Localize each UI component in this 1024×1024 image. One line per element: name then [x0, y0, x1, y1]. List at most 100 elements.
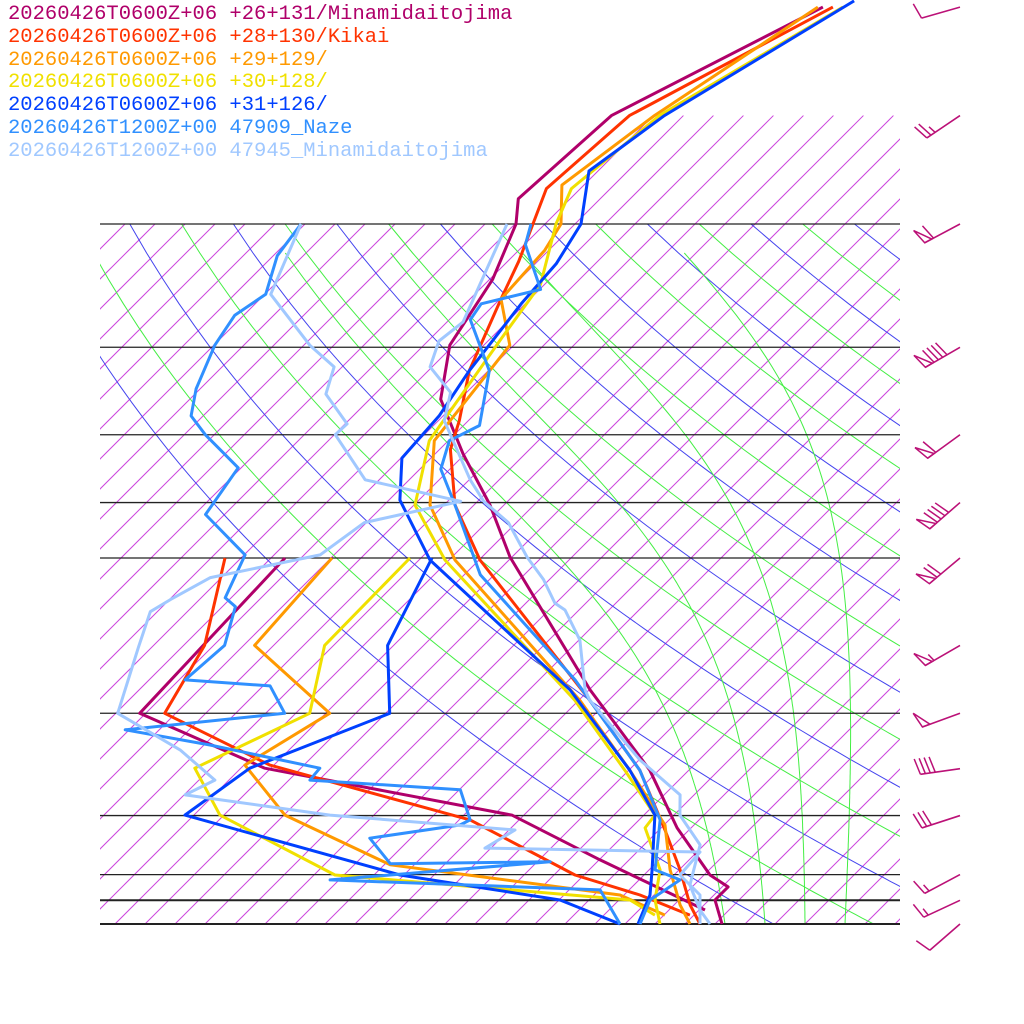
isotherm-line — [114, 138, 900, 925]
isotherm-line — [100, 223, 126, 250]
wind-barb-staff — [920, 767, 961, 776]
wind-barb-full — [914, 126, 928, 139]
wind-barb-full — [918, 123, 932, 136]
dry-adiabat-line — [491, 223, 900, 557]
wind-barb-staff — [926, 114, 961, 139]
wind-barb-half — [922, 908, 929, 916]
wind-barb — [914, 114, 961, 139]
dry-adiabat-line — [181, 223, 900, 837]
isotherm-line — [100, 115, 714, 730]
wind-barb-flag — [913, 229, 934, 244]
series-2-temperature-line — [428, 5, 819, 925]
isotherm-line — [204, 228, 900, 925]
isotherm-line — [100, 115, 894, 910]
series-1-dewpoint-line — [163, 557, 691, 917]
dry-adiabat-line — [440, 223, 900, 602]
isotherm-line — [100, 115, 744, 760]
series-6-temperature-line — [428, 223, 712, 925]
isotherm-line — [294, 318, 900, 925]
series-1-temperature-line — [448, 5, 834, 925]
isotherm-line — [0, 224, 5, 924]
wind-barb — [913, 756, 961, 776]
isotherm-line — [354, 378, 900, 925]
wind-barb-full — [923, 757, 931, 774]
isotherm-line — [264, 288, 900, 925]
isotherm-line — [894, 918, 900, 925]
isotherm-line — [654, 678, 900, 925]
wind-barb-staff — [929, 923, 961, 951]
wind-barb-full — [923, 566, 938, 578]
dry-adiabat-line — [750, 223, 900, 343]
wind-barb-full — [917, 812, 928, 827]
wind-barb-flag — [915, 573, 938, 585]
wind-barb-full — [921, 225, 935, 239]
isotherm-line — [684, 708, 900, 925]
dry-adiabat-line — [906, 224, 1024, 924]
isotherm-line — [100, 223, 246, 370]
isotherm-line — [864, 888, 900, 925]
wind-barb-full — [913, 758, 922, 775]
isotherm-line — [384, 408, 900, 925]
isotherm-line — [0, 224, 95, 924]
wind-barb — [912, 712, 961, 728]
isotherm-line — [144, 168, 900, 925]
isotherm-line — [804, 828, 900, 925]
dry-adiabat-line — [129, 223, 900, 888]
legend-entry: 20260426T0600Z+06 +31+126/ — [8, 94, 328, 118]
dry-adiabat-line — [698, 223, 900, 385]
legend-entry: 20260426T0600Z+06 +26+131/Minamidaitojim… — [8, 3, 513, 26]
series-4-dewpoint-line — [183, 557, 621, 926]
isotherm-line — [174, 198, 900, 925]
isotherm-line — [504, 528, 900, 925]
wind-barb-full — [913, 880, 926, 894]
wind-barb-staff — [921, 814, 961, 829]
isotherm-line — [100, 223, 426, 550]
wind-barb-full — [918, 758, 927, 774]
isotherm-line — [744, 768, 900, 925]
isotherm-line — [100, 223, 186, 310]
isobars — [100, 223, 900, 925]
wind-barb-full — [928, 756, 936, 773]
wind-barb-full — [912, 813, 923, 829]
wind-barb-full — [922, 810, 933, 826]
wind-barb-full — [927, 563, 942, 575]
isotherm-line — [100, 115, 684, 700]
isotherm-line — [100, 223, 516, 640]
wind-barb-full — [915, 940, 931, 951]
wind-barb — [913, 342, 961, 369]
wind-barb-half — [923, 884, 930, 892]
legend-entry: 20260426T0600Z+06 +29+129/ — [8, 48, 328, 72]
wind-barb-staff — [923, 899, 961, 918]
isotherm-line — [624, 648, 900, 925]
isotherm-line — [0, 224, 65, 924]
isotherm-line — [100, 115, 774, 790]
isotherm-line — [834, 858, 900, 925]
wind-barb-staff — [921, 6, 961, 19]
wind-barb — [915, 923, 961, 951]
isotherm-line — [100, 223, 216, 340]
isotherm-line — [564, 588, 900, 925]
wind-barb — [913, 644, 961, 667]
series-4-temperature-line — [398, 0, 855, 925]
wind-barbs — [912, 3, 961, 951]
legend: 20260426T0600Z+06 +26+131/Minamidaitojim… — [8, 3, 513, 164]
series-3-dewpoint-line — [193, 556, 656, 917]
series-6-dewpoint-line — [116, 223, 702, 924]
wind-barb-flag — [914, 446, 936, 460]
isotherm-line — [100, 223, 276, 400]
wind-barb — [914, 434, 961, 460]
legend-entry: 20260426T0600Z+06 +28+130/Kikai — [8, 25, 390, 49]
isotherm-line — [414, 438, 900, 925]
isotherm-line — [100, 223, 486, 610]
isotherm-line — [100, 223, 156, 280]
isotherm-line — [444, 468, 900, 925]
legend-entry: 20260426T0600Z+06 +30+128/ — [8, 71, 328, 95]
series-0-dewpoint-line — [138, 556, 706, 912]
dry-adiabat-line — [232, 223, 900, 788]
wind-barb-full — [927, 508, 942, 520]
wind-barb-flag — [913, 652, 934, 667]
wind-barb-half — [927, 653, 935, 661]
wind-barb-full — [912, 3, 923, 19]
